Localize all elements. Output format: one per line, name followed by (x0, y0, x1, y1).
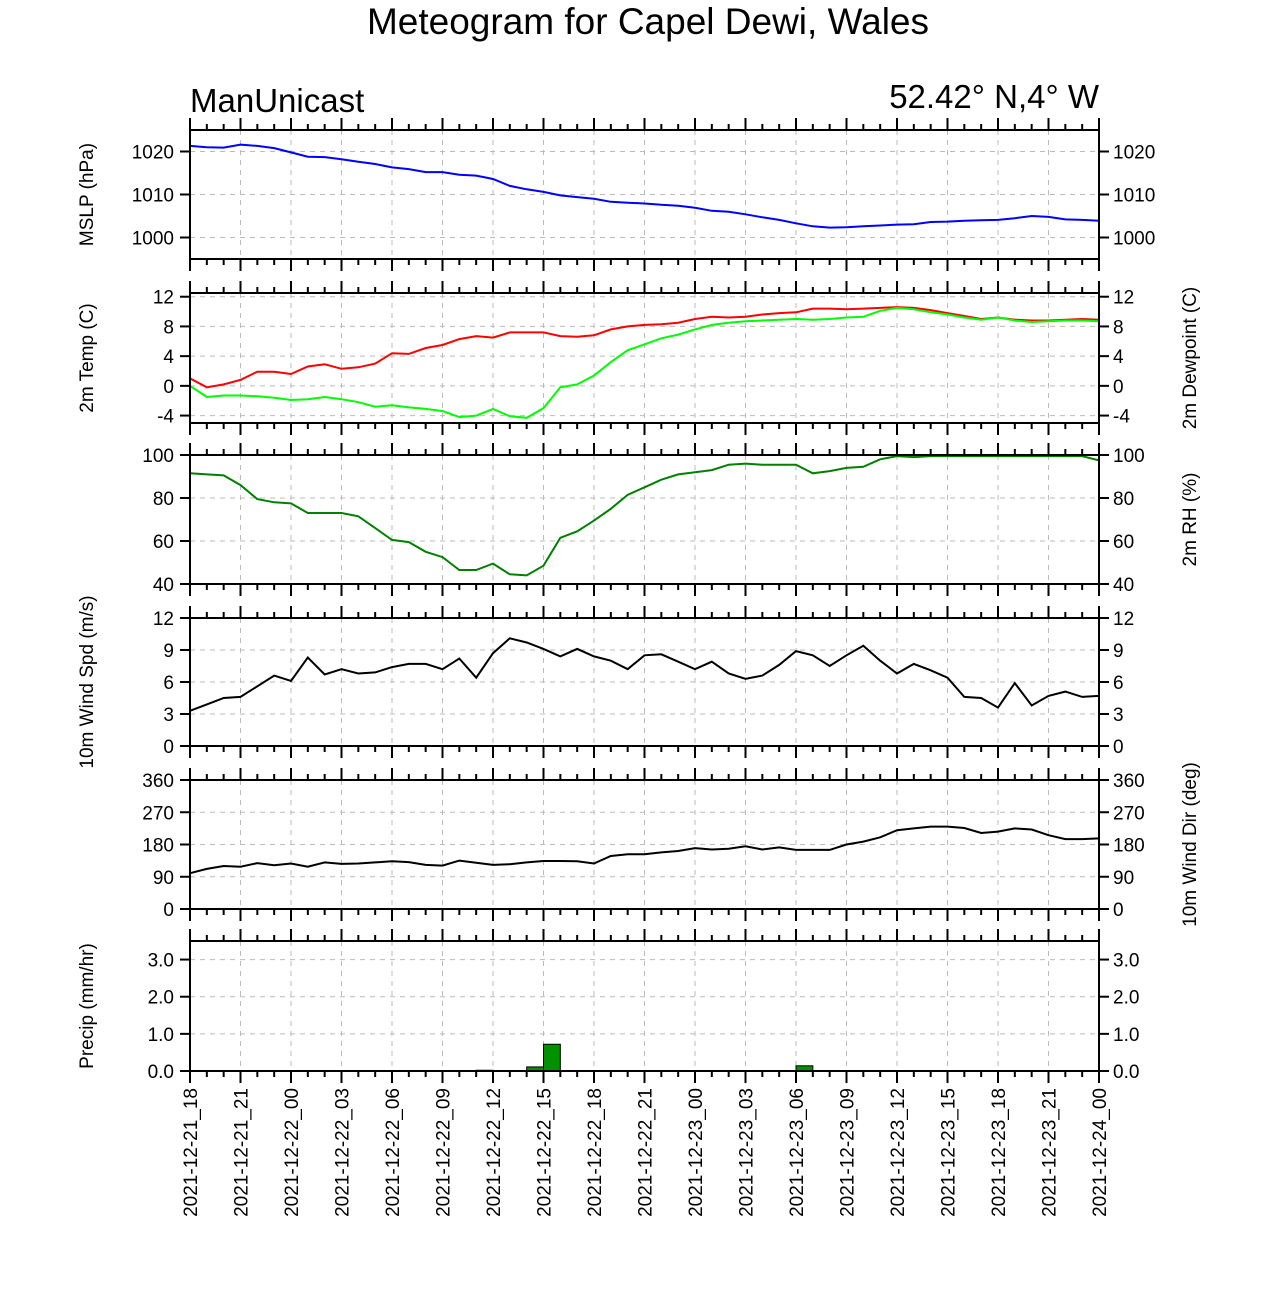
x-tick-label: 2021-12-22_15 (535, 1088, 556, 1217)
y-tick-label-right: 180 (1113, 836, 1145, 857)
y-tick-label-right: 3 (1113, 705, 1124, 726)
y-tick-label-left: -4 (157, 407, 174, 428)
y-tick-label-left: 4 (163, 347, 174, 368)
panel-mslp: 1000 1000 1010 1010 1020 1020 MSLP (hPa) (77, 118, 1155, 271)
y-tick-label-left: 3.0 (148, 951, 174, 972)
x-tick-label: 2021-12-23_03 (737, 1088, 758, 1217)
y-tick-label-right: 60 (1113, 532, 1134, 553)
y-tick-label-right: 12 (1113, 288, 1134, 309)
panel-wind-dir: 0 0 90 90 180 180 270 270 360 360 10m Wind Dir (de… (142, 762, 1201, 927)
y-tick-label-right: 8 (1113, 317, 1124, 338)
x-tick-label: 2021-12-22_03 (333, 1088, 354, 1217)
y-axis-label-left: Precip (mm/hr) (77, 943, 98, 1069)
x-tick-label: 2021-12-22_18 (585, 1088, 606, 1217)
series-line-mslp (189, 143, 1100, 229)
y-tick-label-left: 0 (163, 900, 174, 921)
x-tick-label: 2021-12-22_21 (636, 1088, 657, 1217)
y-tick-label-left: 0.0 (148, 1062, 174, 1083)
y-tick-label-left: 1010 (132, 186, 174, 207)
y-tick-label-right: 1000 (1113, 229, 1155, 250)
x-tick-label: 2021-12-22_12 (484, 1088, 505, 1217)
y-tick-label-right: 3.0 (1113, 951, 1139, 972)
x-tick-label: 2021-12-21_18 (181, 1088, 202, 1217)
y-axis-label-left: MSLP (hPa) (77, 143, 98, 246)
y-tick-label-left: 180 (142, 836, 174, 857)
y-tick-label-right: 80 (1113, 489, 1134, 510)
y-tick-label-right: 270 (1113, 803, 1145, 824)
y-tick-label-left: 100 (142, 446, 174, 467)
y-tick-label-left: 8 (163, 317, 174, 338)
series-line-dewpoint (189, 306, 1100, 419)
y-tick-label-right: 9 (1113, 641, 1124, 662)
y-tick-label-right: 0 (1113, 900, 1124, 921)
y-tick-label-left: 1020 (132, 143, 174, 164)
y-tick-label-right: 1.0 (1113, 1025, 1139, 1046)
x-axis-labels: 2021-12-21_18 2021-12-21_21 2021-12-22_00 2… (181, 1088, 1111, 1217)
x-tick-label: 2021-12-23_18 (989, 1088, 1010, 1217)
y-tick-label-left: 2.0 (148, 988, 174, 1009)
x-tick-label: 2021-12-22_09 (434, 1088, 455, 1217)
precip-bar (543, 1043, 561, 1072)
x-tick-label: 2021-12-23_21 (1040, 1088, 1061, 1217)
y-axis-label-right: 10m Wind Dir (deg) (1180, 762, 1201, 927)
y-tick-label-left: 360 (142, 771, 174, 792)
y-tick-label-left: 90 (153, 868, 174, 889)
y-tick-label-left: 9 (163, 641, 174, 662)
x-tick-label: 2021-12-23_15 (939, 1088, 960, 1217)
y-tick-label-right: 40 (1113, 575, 1134, 596)
y-axis-label-left: 10m Wind Spd (m/s) (77, 595, 98, 768)
x-tick-label: 2021-12-22_06 (383, 1088, 404, 1217)
panel-rh: 40 40 60 60 80 80 100 100 2m RH (%) (142, 443, 1201, 596)
y-axis-label-left: 2m Temp (C) (77, 303, 98, 412)
series-line-rh (189, 455, 1100, 577)
series-line-wind (189, 637, 1100, 712)
y-tick-label-right: -4 (1113, 407, 1130, 428)
y-tick-label-left: 1000 (132, 229, 174, 250)
y-tick-label-right: 0 (1113, 377, 1124, 398)
y-tick-label-right: 0 (1113, 737, 1124, 758)
y-tick-label-right: 0.0 (1113, 1062, 1139, 1083)
model-label: ManUnicast (190, 82, 364, 119)
y-tick-label-right: 360 (1113, 771, 1145, 792)
x-tick-label: 2021-12-23_09 (838, 1088, 859, 1217)
y-tick-label-right: 1020 (1113, 143, 1155, 164)
y-tick-label-left: 40 (153, 575, 174, 596)
y-tick-label-right: 100 (1113, 446, 1145, 467)
chart-title: Meteogram for Capel Dewi, Wales (367, 1, 929, 42)
y-tick-label-left: 80 (153, 489, 174, 510)
y-tick-label-left: 6 (163, 673, 174, 694)
y-tick-label-right: 2.0 (1113, 988, 1139, 1009)
y-tick-label-right: 6 (1113, 673, 1124, 694)
series-line-wind (189, 825, 1100, 875)
y-axis-label-right: 2m Dewpoint (C) (1180, 287, 1201, 430)
location-label: 52.42° N,4° W (889, 78, 1100, 115)
x-tick-label: 2021-12-23_06 (787, 1088, 808, 1217)
y-tick-label-left: 1.0 (148, 1025, 174, 1046)
x-tick-label: 2021-12-24_00 (1090, 1088, 1111, 1217)
y-tick-label-left: 0 (163, 737, 174, 758)
series-line-temp (189, 306, 1100, 389)
y-tick-label-right: 90 (1113, 868, 1134, 889)
panel-wind-speed: 0 0 3 3 6 6 9 9 12 12 10m Wind Spd (m/s) (77, 595, 1134, 768)
y-tick-label-right: 1010 (1113, 186, 1155, 207)
y-tick-label-left: 270 (142, 803, 174, 824)
y-tick-label-right: 12 (1113, 609, 1134, 630)
y-tick-label-left: 60 (153, 532, 174, 553)
x-tick-label: 2021-12-23_12 (888, 1088, 909, 1217)
y-tick-label-left: 3 (163, 705, 174, 726)
y-tick-label-left: 0 (163, 377, 174, 398)
x-tick-label: 2021-12-23_00 (686, 1088, 707, 1217)
panel-temp-dewpoint: -4 -4 0 0 4 4 8 8 12 12 2m Temp (C) 2m Dewpoint (C) (77, 281, 1201, 435)
y-tick-label-right: 4 (1113, 347, 1124, 368)
x-tick-label: 2021-12-21_21 (232, 1088, 253, 1217)
y-tick-label-left: 12 (153, 288, 174, 309)
y-tick-label-left: 12 (153, 609, 174, 630)
x-tick-label: 2021-12-22_00 (282, 1088, 303, 1217)
y-axis-label-right: 2m RH (%) (1180, 473, 1201, 567)
panel-precip: 0.0 0.0 1.0 1.0 2.0 2.0 3.0 3.0 Precip (mm/hr) (77, 929, 1139, 1083)
